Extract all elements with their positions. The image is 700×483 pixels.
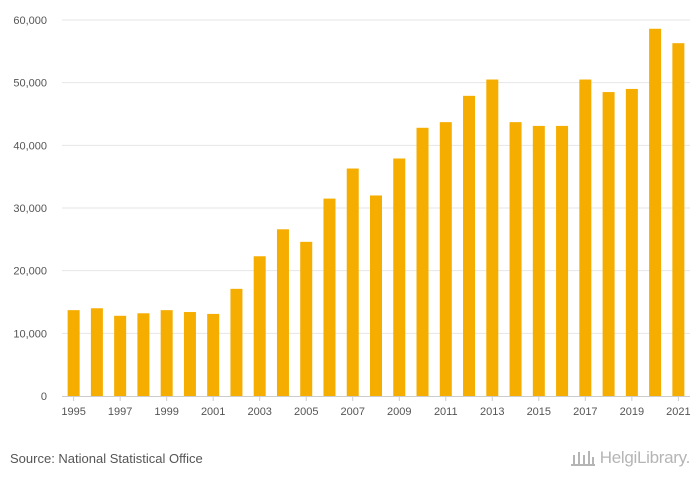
y-tick-label: 40,000	[13, 140, 47, 152]
bar-2003	[253, 256, 266, 396]
x-tick-label: 1999	[154, 406, 178, 418]
bar-2009	[393, 158, 406, 396]
bar-1999	[160, 310, 173, 396]
bar-1997	[114, 315, 127, 396]
y-tick-label: 50,000	[13, 78, 47, 90]
bar-2017	[579, 79, 592, 396]
bar-2012	[463, 95, 476, 396]
bar-2000	[183, 312, 196, 396]
x-tick-label: 2001	[201, 406, 225, 418]
x-tick-label: 1995	[61, 406, 85, 418]
x-tick-label: 2009	[387, 406, 411, 418]
x-tick-label: 2005	[294, 406, 318, 418]
bar-2005	[300, 241, 313, 396]
bar-2019	[625, 88, 638, 397]
brand-logo[interactable]: HelgiLibrary.	[570, 448, 690, 468]
bar-2013	[486, 79, 499, 396]
bar-2008	[370, 195, 382, 396]
x-tick-label: 2013	[480, 406, 504, 418]
source-caption: Source: National Statistical Office	[10, 451, 203, 466]
bar-2004	[276, 229, 289, 396]
bar-1996	[90, 308, 103, 396]
x-tick-label: 1997	[108, 406, 132, 418]
bar-2006	[323, 198, 336, 396]
bar-2015	[532, 125, 545, 396]
y-tick-label: 60,000	[13, 15, 47, 27]
y-tick-label: 0	[41, 391, 47, 403]
bar-2011	[439, 122, 452, 397]
y-tick-label: 20,000	[13, 266, 47, 278]
bar-2014	[509, 122, 522, 397]
x-tick-label: 2017	[573, 406, 597, 418]
y-tick-label: 10,000	[13, 328, 47, 340]
bar-2002	[230, 288, 243, 396]
bar-chart: 0 10,000 20,000 30,000 40,000 50,000 60,000 199…	[13, 15, 690, 418]
bar-2021	[672, 43, 685, 396]
bar-1998	[137, 313, 150, 396]
x-tick-label: 2007	[340, 406, 364, 418]
bar-2016	[556, 125, 569, 396]
library-building-icon	[570, 451, 595, 466]
bar-2020	[649, 28, 662, 397]
x-tick-label: 2021	[666, 406, 690, 418]
bar-2018	[602, 92, 615, 396]
x-tick-label: 2011	[434, 406, 458, 418]
x-tick-label: 2015	[527, 406, 551, 418]
bar-2010	[416, 127, 429, 396]
bar-1995	[67, 310, 80, 396]
x-tick-label: 2019	[620, 406, 644, 418]
y-tick-label: 30,000	[13, 203, 47, 215]
x-tick-label: 2003	[247, 406, 271, 418]
bar-2007	[346, 168, 359, 396]
bar-2001	[207, 313, 220, 396]
brand-name: HelgiLibrary.	[599, 448, 691, 467]
